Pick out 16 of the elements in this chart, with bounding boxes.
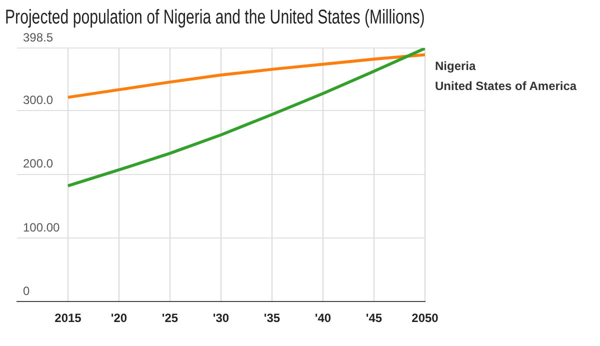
y-tick-label: 398.5	[23, 30, 54, 44]
x-tick-label: '40	[314, 311, 332, 326]
y-tick-label: 200.0	[23, 156, 54, 171]
y-tick-label: 300.0	[23, 92, 54, 107]
x-tick-label: '20	[110, 311, 128, 326]
x-tick-label: 2015	[54, 311, 82, 326]
x-tick-label: '30	[212, 311, 230, 326]
x-tick-label: '25	[162, 311, 178, 326]
x-tick-label: '45	[366, 311, 382, 326]
x-tick-label: 2050	[412, 311, 439, 326]
y-tick-label: 100.00	[23, 220, 60, 234]
y-tick-label: 0	[23, 284, 30, 298]
series-label: Nigeria	[435, 58, 477, 75]
text: United States of America	[435, 78, 577, 95]
chart-title: Projected population of Nigeria and the United States (Millions)	[5, 5, 425, 28]
x-tick-label: '35	[264, 311, 280, 326]
